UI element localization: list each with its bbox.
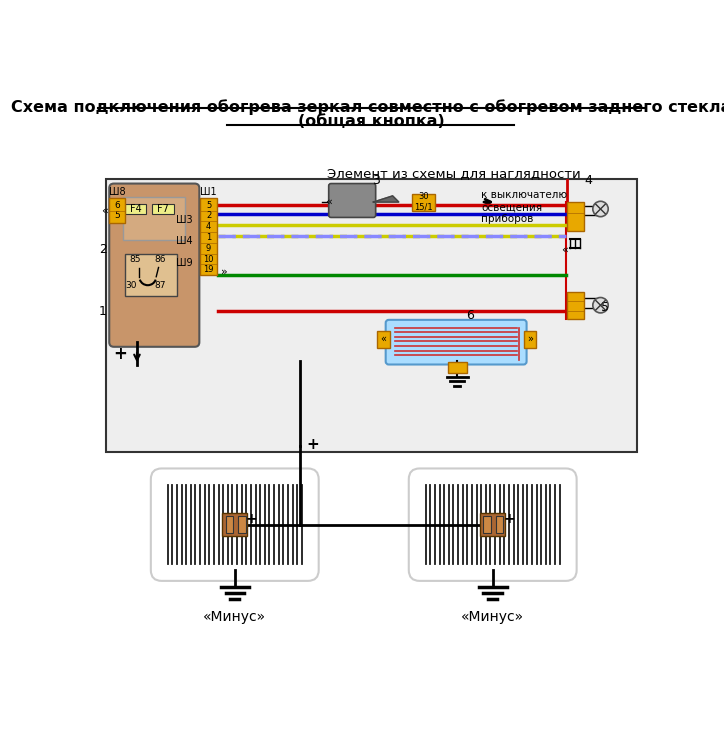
Text: Схема подключения обогрева зеркал совместно с обогревом заднего стекла: Схема подключения обогрева зеркал совмес… [11,99,724,115]
Text: 5: 5 [206,200,211,210]
Text: F4: F4 [130,204,141,214]
Text: к выключателю
освещения
приборов: к выключателю освещения приборов [481,191,568,224]
Text: 6: 6 [466,309,473,321]
Circle shape [593,297,608,313]
Bar [125,203,146,214]
Text: 9: 9 [206,244,211,252]
Text: 19: 19 [203,265,214,275]
Bar [106,179,637,452]
Bar [152,203,174,214]
Text: «Минус»: «Минус» [461,610,524,624]
Text: (общая кнопка): (общая кнопка) [298,115,445,129]
Bar [377,330,390,348]
Text: 2: 2 [206,211,211,220]
Text: 30
15/1: 30 15/1 [414,192,433,211]
Text: 87: 87 [154,281,166,291]
Text: 4: 4 [584,174,592,187]
FancyBboxPatch shape [151,468,319,581]
Bar [123,197,185,240]
FancyBboxPatch shape [409,468,576,581]
Text: 10: 10 [203,255,214,264]
Bar [125,254,177,296]
Text: «: « [561,244,568,255]
Text: F7: F7 [157,204,169,214]
Text: Ш9: Ш9 [176,258,193,268]
Text: «Минус»: «Минус» [203,610,266,624]
Bar [523,330,536,348]
FancyBboxPatch shape [386,320,526,365]
Text: 2: 2 [99,243,107,256]
Text: 1: 1 [99,305,107,318]
Text: Ш4: Ш4 [176,236,193,247]
Bar [225,516,233,533]
Text: «: « [380,334,387,344]
Bar [109,198,125,223]
Bar [568,292,584,319]
Text: 4: 4 [206,222,211,231]
Text: Ш1: Ш1 [201,187,217,197]
FancyBboxPatch shape [329,184,376,217]
Bar [568,202,584,231]
Text: +: + [246,512,258,526]
Bar [484,516,491,533]
Text: 3: 3 [371,174,379,187]
Bar [200,198,217,275]
FancyBboxPatch shape [109,184,199,346]
Bar [481,513,505,537]
Bar [222,513,247,537]
Circle shape [593,201,608,217]
Text: «: « [101,206,108,216]
Polygon shape [374,196,399,202]
Text: »: » [527,334,533,344]
Bar [496,516,503,533]
Text: »: » [222,266,228,276]
Text: Ш8: Ш8 [109,187,126,197]
Text: 5: 5 [114,211,120,220]
Text: 85: 85 [130,255,141,264]
Bar [448,362,466,373]
Bar [412,194,435,211]
Text: Ш3: Ш3 [176,215,193,225]
Text: 5: 5 [600,301,608,314]
Text: +: + [504,512,515,526]
Text: 30: 30 [125,281,137,291]
Text: 1: 1 [206,233,211,242]
Text: 86: 86 [154,255,166,264]
Text: «: « [325,197,332,207]
Text: Элемент из схемы для наглядности: Элемент из схемы для наглядности [327,167,581,181]
Bar [238,516,245,533]
Text: +: + [113,345,127,363]
Text: 6: 6 [114,200,120,210]
Text: +: + [306,437,319,452]
